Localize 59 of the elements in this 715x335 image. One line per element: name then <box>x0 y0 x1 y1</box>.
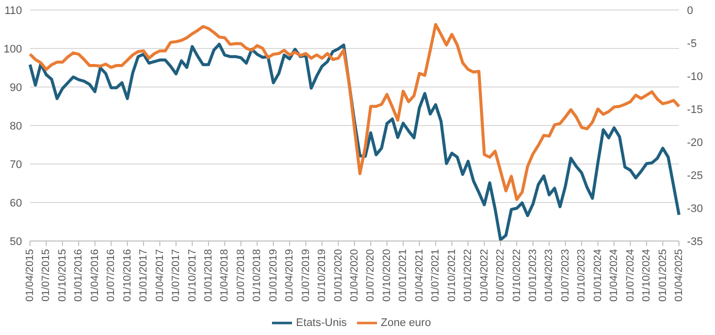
x-tick-label: 01/07/2021 <box>430 248 442 302</box>
x-tick-label: 01/04/2020 <box>348 248 360 302</box>
x-tick-label: 01/10/2017 <box>186 248 198 302</box>
y-tick-label: 70 <box>10 158 22 171</box>
x-tick-label: 01/04/2021 <box>413 248 426 302</box>
x-tick-label: 01/07/2019 <box>300 248 312 302</box>
legend-label: Zone euro <box>380 316 431 329</box>
y-tick-label: 50 <box>10 236 22 248</box>
x-tick-label: 01/07/2022 <box>494 248 507 302</box>
x-tick-label: 01/07/2017 <box>170 248 182 302</box>
x-tick-label: 01/10/2019 <box>316 248 328 302</box>
x-tick-label: 01/07/2020 <box>364 248 377 302</box>
x-tick-label: 01/07/2016 <box>105 248 118 302</box>
y2-tick-label: -20 <box>687 136 703 149</box>
x-tick-label: 01/10/2018 <box>251 248 264 302</box>
x-tick-label: 01/01/2020 <box>332 248 344 302</box>
x-tick-label: 01/04/2017 <box>154 248 166 302</box>
x-tick-label: 01/10/2015 <box>56 248 68 302</box>
x-tick-label: 01/01/2023 <box>526 248 539 302</box>
x-tick-label: 01/10/2022 <box>510 248 523 302</box>
y2-tick-label: -30 <box>687 202 703 215</box>
x-tick-label: 01/04/2023 <box>543 248 556 302</box>
x-tick-label: 01/07/2024 <box>624 248 636 302</box>
x-tick-label: 01/01/2017 <box>138 248 150 302</box>
y2-tick-label: -10 <box>687 70 703 83</box>
y-tick-label: 100 <box>4 43 22 56</box>
x-tick-label: 01/10/2021 <box>446 248 458 302</box>
x-tick-label: 01/04/2016 <box>88 248 101 302</box>
x-tick-label: 01/01/2019 <box>267 248 280 302</box>
x-tick-label: 01/01/2024 <box>592 248 604 302</box>
y-tick-label: 90 <box>10 82 22 94</box>
x-tick-label: 01/01/2022 <box>462 248 474 302</box>
y2-tick-label: -15 <box>687 104 703 116</box>
x-tick-label: 01/07/2015 <box>40 248 52 302</box>
x-tick-label: 01/10/2024 <box>640 248 653 302</box>
x-tick-label: 01/10/2020 <box>380 248 393 302</box>
x-tick-label: 01/07/2018 <box>234 248 247 302</box>
x-tick-label: 01/01/2016 <box>72 248 85 302</box>
x-tick-label: 01/01/2018 <box>202 248 214 302</box>
x-tick-label: 01/04/2018 <box>218 248 231 302</box>
line-series <box>28 23 680 201</box>
legend-label: Etats-Unis <box>296 316 347 329</box>
y-tick-label: 80 <box>10 120 22 132</box>
x-tick-label: 01/07/2023 <box>559 248 572 302</box>
y2-tick-label: 0 <box>687 4 694 17</box>
x-tick-label: 01/04/2015 <box>24 248 36 302</box>
y2-tick-label: -35 <box>687 236 703 248</box>
x-tick-label: 01/01/2025 <box>656 248 669 302</box>
x-tick-label: 01/04/2019 <box>284 248 296 302</box>
x-tick-label: 01/01/2021 <box>397 248 410 302</box>
y-tick-label: 110 <box>4 4 22 17</box>
y2-tick-label: -25 <box>687 170 703 182</box>
y2-tick-label: -5 <box>687 38 697 50</box>
x-tick-label: 01/10/2016 <box>121 248 134 302</box>
x-tick-label: 01/04/2022 <box>478 248 490 302</box>
y-tick-label: 60 <box>10 197 22 210</box>
x-tick-label: 01/04/2024 <box>608 248 620 302</box>
x-tick-label: 01/10/2023 <box>576 248 588 302</box>
x-tick-label: 01/04/2025 <box>673 248 685 302</box>
